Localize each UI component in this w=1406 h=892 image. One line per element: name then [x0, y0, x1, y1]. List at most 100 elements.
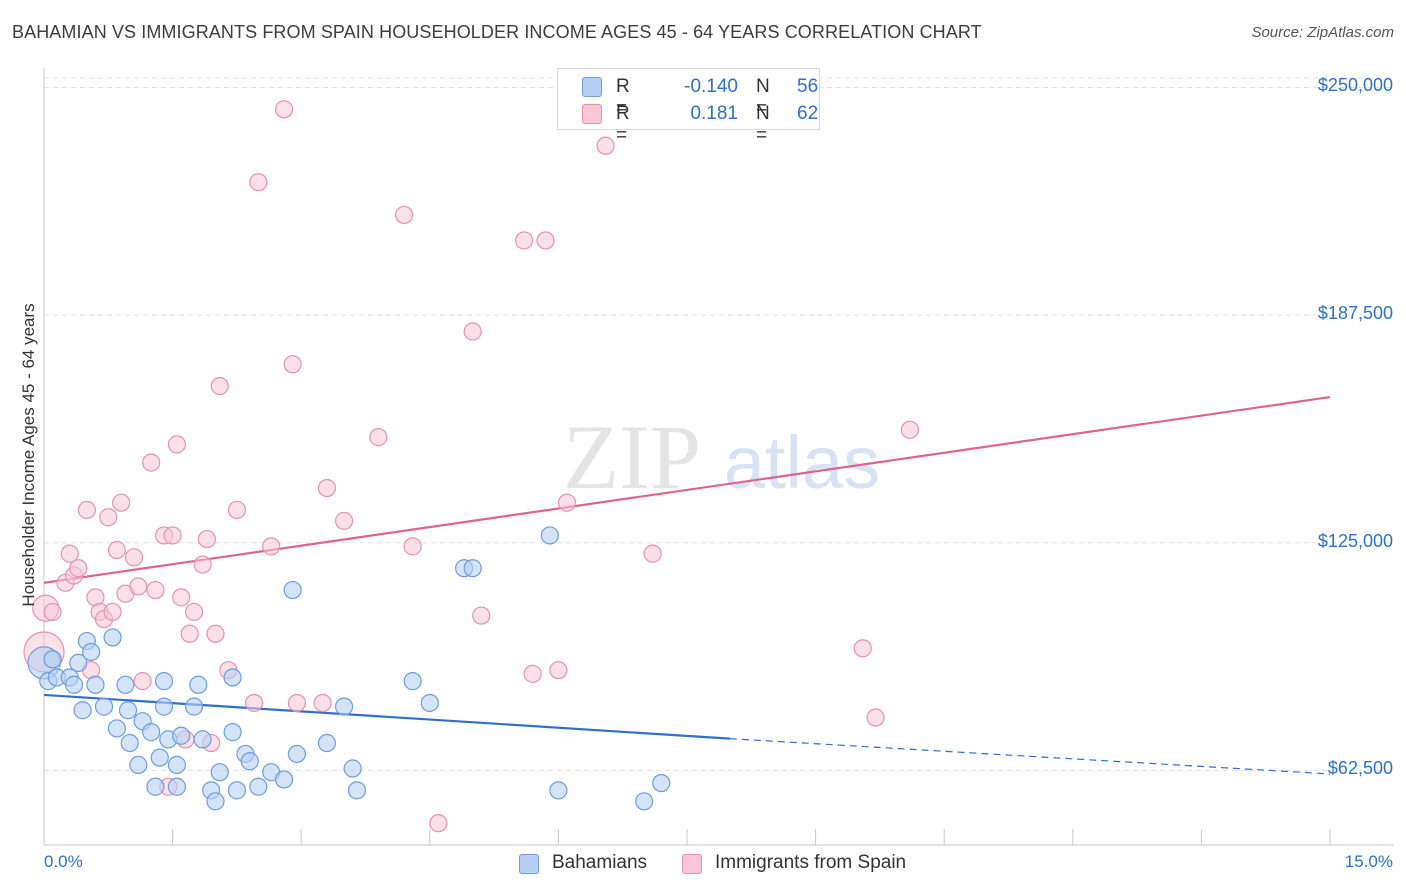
- spain-point: [596, 136, 615, 155]
- bahamian-point: [223, 668, 242, 687]
- n-label: N =: [756, 103, 770, 146]
- y-tick-label: $125,000: [1317, 530, 1393, 551]
- bahamians-swatch: [519, 854, 539, 874]
- chart-title: BAHAMIAN VS IMMIGRANTS FROM SPAIN HOUSEH…: [12, 22, 982, 42]
- bahamian-point: [120, 733, 139, 753]
- bahamian-point: [206, 792, 225, 811]
- spain-point: [244, 693, 264, 713]
- spain-point: [107, 540, 126, 560]
- bahamian-point: [142, 723, 161, 742]
- bahamian-point: [223, 723, 242, 742]
- spain-point: [853, 639, 872, 658]
- legend-label: Immigrants from Spain: [715, 852, 907, 873]
- spain-point: [146, 580, 165, 600]
- bahamian-point: [283, 580, 302, 600]
- r-value: -0.140: [684, 76, 738, 97]
- bahamian-trend-extension: [729, 738, 1331, 775]
- spain-point: [99, 508, 118, 527]
- spain-swatch: [582, 104, 602, 124]
- bahamian-point: [403, 672, 422, 691]
- spain-point: [283, 355, 302, 374]
- n-value: 62: [797, 103, 819, 124]
- bahamian-point: [347, 781, 367, 800]
- x-tick-label-min: 0.0%: [44, 852, 83, 871]
- spain-point: [197, 529, 216, 549]
- spain-point: [77, 500, 96, 520]
- spain-point: [167, 435, 186, 454]
- bahamian-point: [317, 733, 337, 753]
- bahamian-point: [86, 675, 105, 694]
- stats-legend: R = -0.140 N = 56 R = 0.181 N = 62: [557, 68, 820, 146]
- axes: [43, 68, 1394, 846]
- spain-point: [60, 544, 79, 563]
- bahamian-point: [118, 701, 138, 720]
- spain-point: [515, 231, 534, 250]
- spain-point: [557, 493, 577, 512]
- spain-point: [429, 814, 448, 833]
- bahamian-point: [240, 752, 259, 771]
- bahamian-point: [210, 763, 229, 782]
- spain-point: [472, 606, 491, 625]
- spain-trend-line: [43, 395, 1331, 584]
- spain-point: [69, 559, 88, 578]
- spain-point: [172, 588, 191, 607]
- spain-point: [549, 661, 568, 680]
- spain-point: [643, 544, 662, 563]
- spain-point: [180, 624, 199, 643]
- spain-point: [369, 428, 388, 447]
- bahamian-point: [463, 559, 482, 578]
- y-tick-label: $62,500: [1327, 758, 1393, 779]
- spain-point: [334, 511, 354, 530]
- spain-point: [133, 672, 152, 691]
- spain-point: [129, 577, 148, 596]
- bahamian-point: [227, 781, 246, 800]
- watermark: ZIP atlas: [563, 406, 880, 508]
- spain-point: [287, 693, 307, 713]
- spain-point: [317, 478, 337, 498]
- bahamian-point: [167, 777, 186, 796]
- spain-point: [274, 100, 294, 119]
- series-legend: Bahamians Immigrants from Spain: [0, 851, 1406, 877]
- bahamian-point: [154, 697, 174, 716]
- spain-point: [206, 624, 225, 643]
- spain-point: [523, 664, 542, 683]
- bahamian-point: [172, 726, 191, 745]
- bahamian-point: [167, 755, 186, 774]
- bahamian-points: [27, 526, 671, 811]
- y-tick-label: $187,500: [1317, 303, 1393, 324]
- bahamian-point: [343, 759, 362, 778]
- spain-swatch: [682, 854, 702, 874]
- x-tick-label-max: 15.0%: [1344, 852, 1393, 871]
- spain-point: [313, 693, 332, 713]
- spain-points: [23, 100, 920, 833]
- spain-point: [43, 602, 62, 622]
- bahamian-point: [103, 628, 122, 647]
- bahamian-point: [64, 675, 84, 694]
- spain-point: [536, 231, 555, 250]
- spain-point: [112, 493, 131, 512]
- bahamian-point: [43, 650, 62, 669]
- bahamians-swatch: [582, 77, 602, 97]
- spain-point: [463, 322, 482, 341]
- bahamian-point: [129, 755, 148, 774]
- bahamian-point: [82, 642, 101, 662]
- watermark-zip: ZIP: [563, 406, 701, 508]
- spain-point: [227, 500, 246, 520]
- bahamian-point: [146, 777, 165, 796]
- spain-point: [900, 420, 920, 439]
- y-axis-label: Householder Income Ages 45 - 64 years: [19, 303, 38, 607]
- bahamian-point: [635, 792, 654, 811]
- bahamian-point: [652, 773, 671, 793]
- spain-point: [142, 453, 161, 472]
- spain-point: [184, 602, 204, 622]
- bahamian-point: [549, 781, 568, 800]
- r-value: 0.181: [690, 103, 738, 124]
- bahamian-point: [154, 672, 174, 691]
- legend-label: Bahamians: [552, 852, 648, 873]
- spain-point: [124, 548, 144, 567]
- r-label: R =: [616, 76, 630, 119]
- bahamian-point: [193, 730, 212, 749]
- y-tick-label: $250,000: [1317, 75, 1393, 96]
- source-label: Source: ZipAtlas.com: [1251, 24, 1394, 41]
